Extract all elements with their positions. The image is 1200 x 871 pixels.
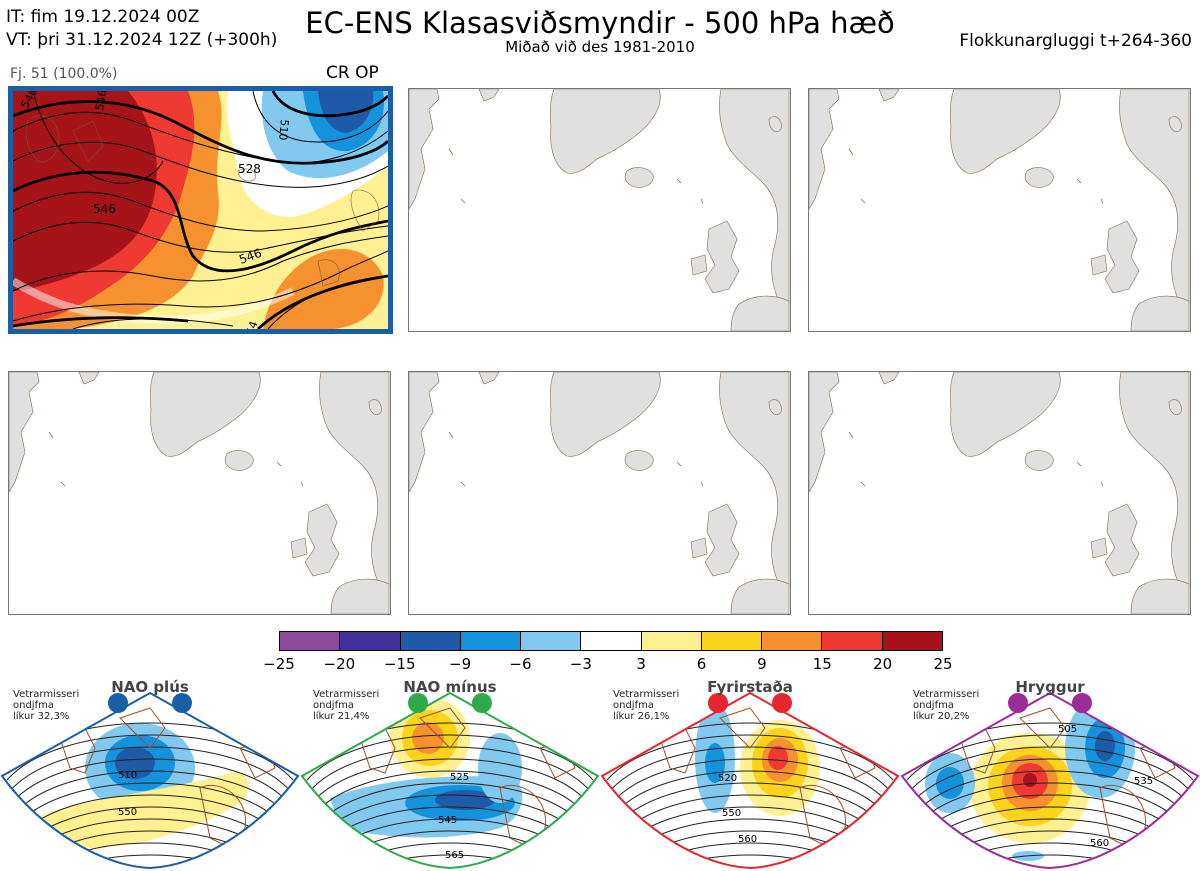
colorbar-tick-label: 25 xyxy=(933,655,953,673)
regime-panel-2[interactable]: 525 545 565 xyxy=(300,678,600,871)
contour-label: 54 xyxy=(244,319,261,329)
colorbar-tick-label: 9 xyxy=(757,655,767,673)
regime-note-line: líkur 20,2% xyxy=(913,711,970,722)
regime-note: Vetrarmisseri ondjfma líkur 32,3% xyxy=(13,689,79,722)
regime-note-line: ondjfma xyxy=(913,700,954,711)
regime-contour-label: 560 xyxy=(738,834,757,845)
regime-marker-dot xyxy=(1008,693,1028,713)
page-subtitle: Miðað við des 1981-2010 xyxy=(505,38,695,56)
contour-label: 528 xyxy=(238,162,261,176)
cluster-code: CR OP xyxy=(326,63,379,83)
regime-map: 520 550 560 xyxy=(600,691,900,870)
colorbar-tick-label: 20 xyxy=(873,655,893,673)
regime-contour-label: 505 xyxy=(1058,724,1077,735)
regime-note-line: Vetrarmisseri xyxy=(313,689,380,700)
regime-note-line: líkur 26,1% xyxy=(613,711,670,722)
cluster-map-2-graphic xyxy=(409,89,790,331)
colorbar-tick-label: −20 xyxy=(323,655,356,673)
regime-note-line: líkur 21,4% xyxy=(313,711,370,722)
cluster-map-4-graphic xyxy=(9,372,390,614)
cluster-map-5-graphic xyxy=(409,372,790,614)
regime-panel-1[interactable]: 510 550 xyxy=(0,678,300,871)
regime-contour-label: 520 xyxy=(718,773,737,784)
regime-marker-dot xyxy=(772,693,792,713)
regime-panel-3[interactable]: 520 550 560 xyxy=(600,678,900,871)
colorbar-tick-label: −6 xyxy=(509,655,532,673)
regime-note-line: Vetrarmisseri xyxy=(13,689,80,700)
regime-map: 510 550 xyxy=(0,691,300,870)
cluster-map-2[interactable] xyxy=(408,88,791,332)
cluster-map-6-graphic xyxy=(809,372,1190,614)
regime-marker-dot xyxy=(1072,693,1092,713)
colorbar-tick-label: −25 xyxy=(263,655,295,673)
regime-note-line: ondjfma xyxy=(13,700,54,711)
cluster-map-3[interactable] xyxy=(808,88,1191,332)
colorbar-swatch xyxy=(581,632,642,650)
regime-map: 505 535 560 xyxy=(900,691,1200,870)
regime-note-line: líkur 32,3% xyxy=(13,711,70,722)
regime-marker-dot xyxy=(172,693,192,713)
colorbar-swatch xyxy=(460,632,522,650)
colorbar-swatch xyxy=(340,632,401,650)
colorbar-swatch xyxy=(882,632,942,650)
regime-contour-label: 545 xyxy=(438,815,457,826)
regime-name: Hryggur xyxy=(1015,678,1085,696)
regime-name: NAO mínus xyxy=(403,678,497,696)
contour-label: 510 xyxy=(276,119,291,141)
regime-marker-dot xyxy=(408,693,428,713)
regime-contour-label: 550 xyxy=(722,808,741,819)
colorbar-swatch xyxy=(762,632,823,650)
colorbar-swatch xyxy=(400,632,461,650)
regime-marker-dot xyxy=(708,693,728,713)
colorbar-swatch xyxy=(521,632,582,650)
init-time: IT: fim 19.12.2024 00Z xyxy=(6,7,200,27)
regime-note: Vetrarmisseri ondjfma líkur 20,2% xyxy=(913,689,979,722)
regime-note-line: ondjfma xyxy=(613,700,654,711)
page-title: EC-ENS Klasasviðsmyndir - 500 hPa hæð xyxy=(305,6,895,40)
cluster-map-5[interactable] xyxy=(408,371,791,615)
regime-contour-label: 510 xyxy=(118,770,137,781)
regime-note: Vetrarmisseri ondjfma líkur 21,4% xyxy=(313,689,379,722)
regime-contour-label: 535 xyxy=(1134,776,1153,787)
regime-note-line: Vetrarmisseri xyxy=(913,689,980,700)
colorbar-tick-label: 15 xyxy=(812,655,832,673)
regime-marker-dot xyxy=(108,693,128,713)
colorbar-swatch xyxy=(280,632,341,650)
contour-label: 546 xyxy=(93,202,116,216)
colorbar-tick-label: −3 xyxy=(569,655,592,673)
colorbar-tick-label: −9 xyxy=(449,655,472,673)
colorbar-swatch xyxy=(822,632,883,650)
cluster-map-6[interactable] xyxy=(808,371,1191,615)
colorbar-swatch xyxy=(641,632,702,650)
colorbar-swatch xyxy=(701,632,763,650)
member-count: Fj. 51 (100.0%) xyxy=(10,66,118,82)
colorbar-tick-label: 3 xyxy=(636,655,646,673)
regime-contour-label: 560 xyxy=(1090,838,1109,849)
regime-name: NAO plús xyxy=(111,678,189,696)
colorbar-tick-label: 6 xyxy=(696,655,707,673)
cluster-map-1[interactable]: 546 546 510 528 546 546 54 xyxy=(8,86,393,334)
colorbar-tick-label: −15 xyxy=(383,655,416,673)
contour-label: 546 xyxy=(93,91,109,112)
regime-note-line: Vetrarmisseri xyxy=(613,689,680,700)
regime-contour-label: 565 xyxy=(445,850,464,861)
regime-name: Fyrirstaða xyxy=(707,678,793,696)
cluster-map-1-graphic: 546 546 510 528 546 546 54 xyxy=(13,91,388,329)
regime-note-line: ondjfma xyxy=(313,700,354,711)
regime-contour-label: 550 xyxy=(118,807,137,818)
cluster-map-3-graphic xyxy=(809,89,1190,331)
valid-time: VT: þri 31.12.2024 12Z (+300h) xyxy=(6,30,278,50)
regime-marker-dot xyxy=(472,693,492,713)
regime-map: 525 545 565 xyxy=(300,691,600,870)
regime-contour-label: 525 xyxy=(450,772,469,783)
window-label: Flokkunargluggi t+264-360 xyxy=(959,31,1192,51)
regime-panel-4[interactable]: 505 535 560 xyxy=(900,678,1200,871)
regime-note: Vetrarmisseri ondjfma líkur 26,1% xyxy=(613,689,679,722)
colorbar xyxy=(279,631,943,651)
cluster-map-4[interactable] xyxy=(8,371,391,615)
